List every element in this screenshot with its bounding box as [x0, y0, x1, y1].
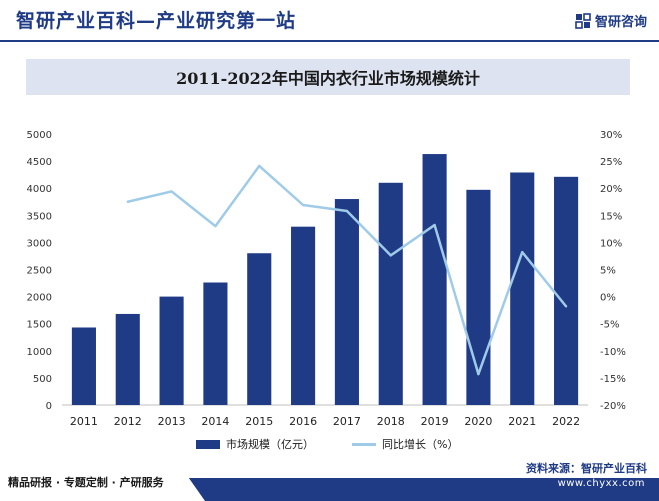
x-tick-label: 2013 — [158, 415, 186, 428]
footer-services: 精品研报 · 专题定制 · 产研服务 — [8, 476, 164, 489]
combo-chart: 0 500 1000 1500 2000 2500 3000 3500 4000 4500 5000… — [27, 130, 626, 428]
x-tick-label: 2019 — [421, 415, 449, 428]
x-tick-label: 2012 — [114, 415, 142, 428]
y-right-tick-label: -20% — [600, 401, 626, 412]
footer-source: 资料来源：智研产业百科 — [526, 462, 647, 475]
brand-logo-text: 智研咨询 — [594, 15, 647, 30]
bar — [510, 172, 535, 405]
x-tick-label: 2020 — [464, 415, 492, 428]
growth-point — [345, 209, 349, 213]
x-tick-label: 2014 — [201, 415, 229, 428]
y-right-tick-label: -10% — [600, 347, 626, 358]
bar — [159, 296, 184, 405]
growth-point — [521, 250, 524, 254]
legend-line-label: 同比增长（%） — [382, 438, 459, 451]
bar — [422, 154, 447, 405]
x-tick-label: 2022 — [552, 415, 580, 428]
growth-point — [214, 224, 217, 228]
growth-point — [433, 223, 436, 227]
chart-title: 2011-2022年中国内衣行业市场规模统计 — [176, 69, 480, 88]
bar — [247, 253, 272, 405]
bar — [554, 176, 579, 405]
y-left-tick-label: 0 — [46, 401, 52, 412]
growth-point — [126, 200, 129, 203]
y-left-tick-label: 500 — [33, 374, 52, 385]
brand-logo: 智研咨询 — [575, 11, 647, 30]
bar — [291, 226, 316, 405]
y-right-tick-label: 15% — [600, 211, 622, 222]
legend-bar-swatch — [196, 439, 220, 449]
page-footer: 精品研报 · 专题定制 · 产研服务 资料来源：智研产业百科 www.chyxx… — [0, 462, 659, 501]
legend-item-bar: 市场规模（亿元） — [196, 436, 314, 452]
header-title: 智研产业百科—产业研究第一站 — [16, 10, 297, 32]
bar — [203, 282, 228, 405]
x-tick-label: 2018 — [377, 415, 405, 428]
y-left-tick-label: 1000 — [27, 347, 52, 358]
footer-left-panel — [0, 466, 205, 501]
bar — [378, 182, 403, 405]
x-tick-label: 2015 — [245, 415, 273, 428]
growth-point — [258, 164, 261, 168]
growth-point — [301, 203, 305, 207]
footer-url: www.chyxx.com — [557, 478, 645, 489]
y-right-tick-label: 25% — [600, 157, 622, 168]
chart-title-box: 2011-2022年中国内衣行业市场规模统计 — [26, 59, 630, 95]
x-tick-label: 2021 — [508, 415, 536, 428]
y-left-tick-label: 3000 — [27, 238, 52, 249]
legend-line-swatch — [352, 442, 376, 446]
y-left-tick-label: 3500 — [27, 211, 52, 222]
y-right-tick-label: 5% — [600, 266, 616, 277]
page-header: 智研产业百科—产业研究第一站 智研咨询 — [0, 0, 659, 42]
x-tick-label: 2011 — [70, 415, 98, 428]
bar — [71, 327, 96, 405]
growth-point — [477, 372, 480, 376]
y-right-tick-label: -5% — [600, 320, 619, 331]
y-right-tick-label: 10% — [600, 238, 622, 249]
chart-legend: 市场规模（亿元） 同比增长（%） — [0, 436, 659, 454]
header-rule — [0, 40, 659, 42]
bar — [466, 189, 491, 405]
legend-bar-label: 市场规模（亿元） — [226, 438, 314, 451]
growth-point — [564, 305, 568, 308]
bar — [334, 199, 359, 405]
y-left-tick-label: 4000 — [27, 184, 52, 195]
y-right-tick-label: 0% — [600, 293, 616, 304]
bar — [115, 313, 140, 405]
x-tick-label: 2016 — [289, 415, 317, 428]
legend-item-line: 同比增长（%） — [352, 436, 458, 452]
y-left-tick-label: 2000 — [27, 293, 52, 304]
brand-logo-icon — [575, 12, 591, 29]
y-left-tick-label: 4500 — [27, 157, 52, 168]
y-right-tick-label: 20% — [600, 184, 622, 195]
x-tick-label: 2017 — [333, 415, 361, 428]
y-left-tick-label: 5000 — [27, 130, 52, 141]
y-right-tick-label: 30% — [600, 130, 622, 141]
y-right-tick-label: -15% — [600, 374, 626, 385]
growth-point — [389, 254, 392, 257]
growth-point — [170, 190, 173, 193]
y-left-tick-label: 2500 — [27, 266, 52, 277]
y-left-tick-label: 1500 — [27, 320, 52, 331]
